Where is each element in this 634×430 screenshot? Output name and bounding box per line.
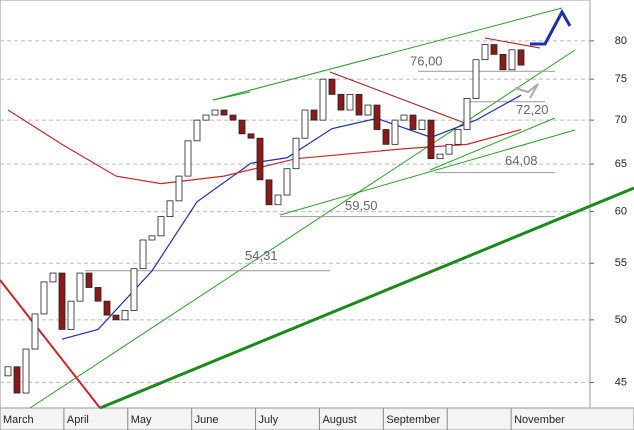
candle-body — [445, 143, 453, 155]
candle-body — [85, 272, 93, 288]
x-tick-label: September — [386, 414, 440, 426]
candle-body — [184, 140, 192, 177]
trendline — [329, 71, 471, 126]
candle-body — [13, 366, 21, 394]
x-tick-label: March — [3, 414, 34, 426]
trendline — [429, 117, 556, 171]
candle-body — [373, 104, 381, 130]
candle-body — [247, 133, 255, 139]
trendline — [29, 49, 576, 409]
level-label: 54,31 — [245, 248, 278, 263]
x-tick-label: June — [195, 414, 219, 426]
level-label: 64,08 — [505, 153, 538, 168]
candle-body — [139, 239, 147, 270]
y-tick-label: 70 — [615, 114, 627, 126]
candle-body — [508, 49, 516, 71]
candle-body — [211, 109, 219, 116]
candle-body — [4, 366, 12, 377]
candle-body — [148, 235, 156, 241]
candle-body — [130, 268, 138, 311]
candle-body — [400, 114, 408, 121]
trendline — [99, 186, 634, 410]
candle-body — [499, 53, 507, 71]
y-tick-label: 45 — [615, 376, 627, 388]
candle-body — [292, 137, 300, 170]
candle-body — [364, 104, 372, 116]
x-tick-label: May — [131, 414, 152, 426]
trendlines — [0, 7, 634, 410]
candle-body — [229, 114, 237, 121]
candle-body — [256, 137, 264, 181]
candle-body — [418, 119, 426, 130]
x-tick-label: April — [67, 414, 89, 426]
candle-body — [112, 314, 120, 321]
candle-body — [409, 114, 417, 130]
candle-body — [382, 129, 390, 145]
trendline — [0, 279, 101, 409]
x-axis-band — [0, 407, 634, 430]
candle-body — [328, 78, 336, 95]
candle-body — [481, 44, 489, 61]
level-label: 59,50 — [345, 198, 378, 213]
candle-body — [175, 175, 183, 202]
candle-body — [517, 49, 525, 66]
y-tick-label: 60 — [615, 206, 627, 218]
candle-body — [22, 348, 30, 394]
candle-body — [427, 119, 435, 160]
trendline — [212, 91, 251, 101]
trendline — [484, 37, 541, 49]
candle-body — [67, 300, 75, 330]
candle-body — [319, 78, 327, 121]
candle-body — [166, 200, 174, 217]
candle-body — [436, 153, 444, 160]
candle-body — [94, 287, 102, 302]
x-tick-label: August — [322, 414, 356, 426]
plot-area — [0, 0, 591, 409]
y-tick-label: 65 — [615, 158, 627, 170]
candle-body — [337, 93, 345, 111]
candle-body — [355, 93, 363, 116]
candle-body — [220, 109, 228, 116]
candle-body — [346, 93, 354, 111]
trendline — [212, 7, 563, 101]
candle-body — [454, 129, 462, 145]
candle-body — [301, 109, 309, 139]
level-label: 72,20 — [516, 102, 549, 117]
y-tick-label: 50 — [615, 314, 627, 326]
candle-body — [40, 281, 48, 315]
candle-body — [238, 119, 246, 135]
candle-body — [31, 313, 39, 350]
candle-body — [202, 114, 210, 121]
candle-body — [463, 98, 471, 130]
level-label: 76,00 — [410, 54, 443, 69]
x-tick-label: November — [514, 414, 565, 426]
candle-body — [58, 272, 66, 330]
candle-body — [391, 119, 399, 145]
candle-body — [193, 119, 201, 142]
candle-body — [283, 168, 291, 196]
candle-body — [121, 310, 129, 321]
arrow — [514, 83, 539, 99]
y-tick-label: 55 — [615, 257, 627, 269]
candle-body — [103, 300, 111, 316]
candle-body — [310, 109, 318, 121]
arrow — [530, 8, 572, 46]
y-tick-label: 75 — [615, 73, 627, 85]
candle-body — [274, 194, 282, 206]
y-tick-label: 80 — [615, 35, 627, 47]
x-tick-label: July — [259, 414, 279, 426]
candle-body — [472, 59, 480, 99]
candle-body — [490, 44, 498, 55]
candle-body — [49, 272, 57, 283]
trendline — [279, 129, 576, 216]
candle-body — [76, 272, 84, 302]
candle-body — [157, 216, 165, 237]
candle-body — [265, 179, 273, 206]
